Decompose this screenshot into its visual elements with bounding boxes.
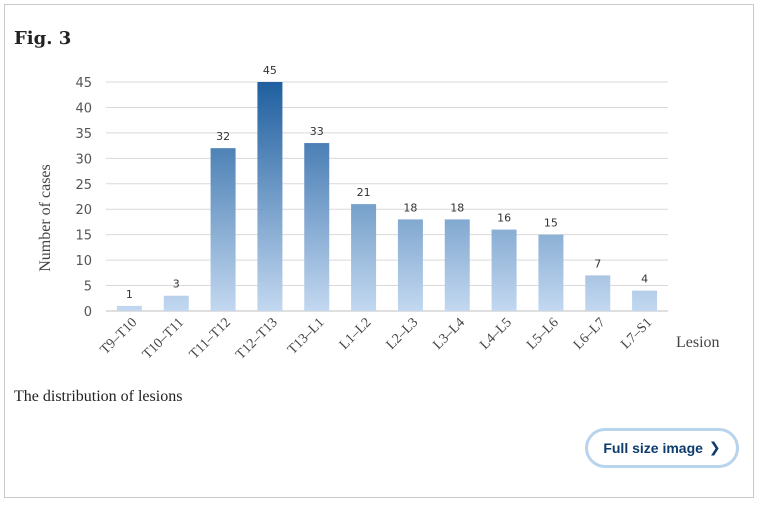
y-axis-title: Number of cases [37, 164, 54, 272]
bar [491, 229, 517, 311]
x-tick-label: L4–L5 [477, 315, 515, 353]
x-tick-label: T10–T11 [140, 315, 187, 362]
y-tick-label: 10 [75, 254, 92, 269]
x-tick-label: L3–L4 [431, 315, 469, 353]
y-axis-ticks: 0 5 10 15 20 25 30 35 40 45 [75, 76, 92, 320]
x-tick-label: T12–T13 [233, 315, 280, 362]
x-tick-label: L6–L7 [571, 315, 609, 353]
y-tick-label: 15 [75, 229, 92, 244]
bar [210, 148, 236, 311]
x-axis-title: Lesion [676, 334, 720, 351]
bar [397, 219, 423, 311]
full-size-image-label: Full size image [603, 440, 703, 456]
data-labels: 1 3 32 45 33 21 18 18 16 15 7 4 [126, 64, 648, 301]
data-label: 45 [263, 64, 277, 77]
data-label: 18 [450, 201, 464, 214]
data-label: 16 [497, 212, 511, 225]
chevron-right-icon: ❯ [708, 440, 721, 456]
bar [538, 234, 564, 311]
x-axis-ticks: T9–T10 T10–T11 T11–T12 T12–T13 T13–L1 L1–L2 L2… [98, 315, 656, 362]
bars [116, 82, 658, 311]
full-size-image-button[interactable]: Full size image ❯ [585, 428, 739, 468]
bar [116, 305, 142, 311]
data-label: 15 [544, 217, 558, 230]
data-label: 3 [173, 278, 180, 291]
x-tick-label: T9–T10 [98, 315, 141, 358]
y-tick-label: 0 [84, 305, 92, 320]
y-tick-label: 25 [75, 178, 92, 193]
x-tick-label: L2–L3 [384, 315, 422, 353]
y-tick-label: 5 [84, 280, 92, 295]
x-tick-label: L7–S1 [618, 315, 655, 352]
y-tick-label: 40 [75, 101, 92, 116]
x-tick-label: T13–L1 [285, 315, 328, 358]
figure-caption: The distribution of lesions [14, 388, 183, 405]
y-tick-label: 45 [75, 76, 92, 91]
bar [304, 143, 330, 311]
x-tick-label: L5–L6 [524, 315, 562, 353]
data-label: 7 [594, 257, 601, 270]
y-tick-label: 35 [75, 127, 92, 142]
bar [351, 204, 377, 311]
bar [257, 82, 283, 311]
data-label: 18 [403, 201, 417, 214]
data-label: 4 [641, 273, 648, 286]
data-label: 1 [126, 288, 133, 301]
figure-title: Fig. 3 [14, 28, 72, 49]
bar [585, 275, 611, 311]
data-label: 32 [216, 130, 230, 143]
data-label: 21 [357, 186, 371, 199]
grid-layer [106, 81, 668, 312]
bar [632, 290, 658, 311]
y-tick-label: 20 [75, 203, 92, 218]
y-tick-label: 30 [75, 152, 92, 167]
data-label: 33 [310, 125, 324, 138]
x-tick-label: T11–T12 [187, 315, 234, 362]
bar [163, 295, 189, 311]
bar [444, 219, 470, 311]
figure-panel [4, 4, 754, 498]
x-tick-label: L1–L2 [337, 315, 375, 353]
